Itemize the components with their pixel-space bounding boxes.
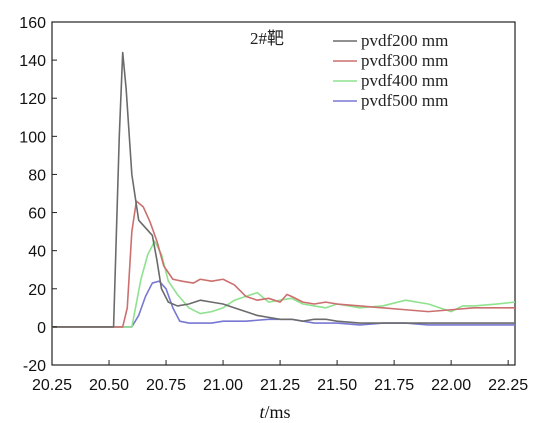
x-axis-ticks: 20.25 20.50 20.75 21.00 21.25 21.50 21.75 22.00… [32, 360, 528, 394]
x-tick-label: 21.25 [260, 377, 300, 394]
y-axis-ticks: -20 0 20 40 60 80 100 120 140 160 [19, 15, 57, 375]
legend-label: pvdf500 mm [361, 91, 448, 110]
y-tick-label: 100 [19, 129, 46, 146]
series-line-pvdf200-mm [52, 51, 515, 328]
legend-label: pvdf300 mm [361, 51, 448, 70]
y-tick-label: 140 [19, 53, 46, 70]
y-tick-label: 40 [28, 244, 46, 261]
legend-label: pvdf200 mm [361, 31, 448, 50]
x-tick-label: 22.00 [431, 377, 471, 394]
x-axis-title-unit: /ms [265, 402, 291, 422]
plot-border [51, 21, 516, 366]
series-line-pvdf500-mm [52, 280, 515, 328]
x-tick-label: 22.25 [488, 377, 528, 394]
y-tick-label: 0 [37, 320, 46, 337]
target-annotation: 2#靶 [250, 29, 284, 48]
x-tick-label: 20.75 [146, 377, 186, 394]
y-tick-label: 60 [28, 206, 46, 223]
y-tick-label: -20 [23, 358, 46, 375]
series-layer [52, 51, 516, 328]
legend-label: pvdf400 mm [361, 71, 448, 90]
plot-frame [51, 21, 516, 366]
x-tick-label: 21.75 [374, 377, 414, 394]
x-axis-title: t/ms [259, 402, 290, 422]
x-axis-title-italic: t [259, 402, 265, 422]
y-tick-label: 20 [28, 282, 46, 299]
x-tick-label: 20.25 [32, 377, 72, 394]
x-tick-label: 21.00 [203, 377, 243, 394]
series-line-pvdf300-mm [52, 200, 515, 328]
y-tick-label: 160 [19, 15, 46, 32]
series-line-pvdf400-mm [52, 240, 516, 328]
y-tick-label: 80 [28, 167, 46, 184]
x-tick-label: 20.50 [89, 377, 129, 394]
x-tick-label: 21.50 [317, 377, 357, 394]
y-tick-label: 120 [19, 91, 46, 108]
